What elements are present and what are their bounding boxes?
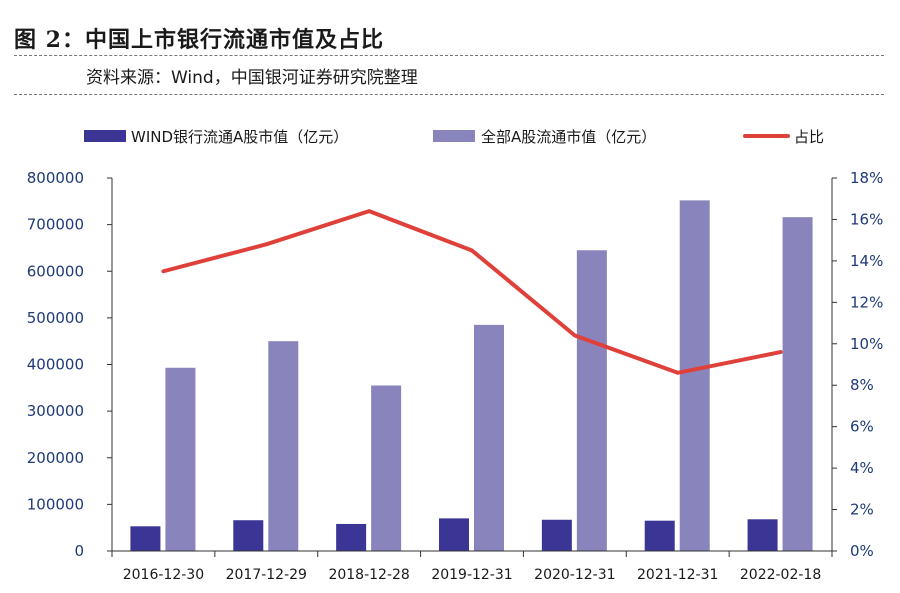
left-tick-label: 500000 xyxy=(27,309,84,327)
total-a-share-market-cap-bar xyxy=(679,200,710,551)
bank-market-cap-bar xyxy=(233,520,264,551)
bank-market-cap-bar xyxy=(130,526,161,551)
total-a-share-market-cap-bar xyxy=(576,250,607,552)
x-tick-label: 2022-02-18 xyxy=(740,567,821,583)
total-a-share-market-cap-bar xyxy=(268,341,299,551)
bar-series xyxy=(130,200,813,552)
left-tick-label: 800000 xyxy=(27,169,84,187)
legend-label-total: 全部A股流通市值（亿元） xyxy=(481,128,656,146)
left-tick-label: 700000 xyxy=(27,216,84,234)
left-tick-label: 400000 xyxy=(27,356,84,374)
left-tick-label: 200000 xyxy=(27,449,84,467)
right-y-axis: 0% 2% 4% 6% 8% 10% 12% 14% 16% 18% xyxy=(831,169,883,560)
x-tick-label: 2018-12-28 xyxy=(328,567,409,583)
total-a-share-market-cap-bar xyxy=(782,217,813,552)
chart-legend: WIND银行流通A股市值（亿元） 全部A股流通市值（亿元） 占比 xyxy=(84,128,824,146)
legend-swatch-total xyxy=(433,130,475,142)
legend-label-ratio: 占比 xyxy=(794,128,824,146)
right-tick-label: 8% xyxy=(850,376,874,394)
right-tick-label: 16% xyxy=(850,210,883,228)
right-tick-label: 6% xyxy=(850,418,874,436)
right-tick-label: 12% xyxy=(850,293,883,311)
left-tick-label: 300000 xyxy=(27,402,84,420)
left-y-axis: 0 100000 200000 300000 400000 500000 600000 700… xyxy=(27,169,113,560)
total-a-share-market-cap-bar xyxy=(165,367,196,551)
bank-market-cap-bar xyxy=(439,518,469,551)
right-tick-label: 0% xyxy=(850,542,874,560)
right-tick-label: 14% xyxy=(850,252,883,270)
source-divider xyxy=(14,94,884,95)
legend-swatch-bank xyxy=(84,130,126,142)
ratio-line-series xyxy=(161,209,783,375)
x-tick-label: 2017-12-29 xyxy=(226,567,307,583)
total-a-share-market-cap-bar xyxy=(371,385,402,551)
x-tick-label: 2020-12-31 xyxy=(534,567,615,583)
title-divider xyxy=(14,55,884,56)
legend-label-bank: WIND银行流通A股市值（亿元） xyxy=(131,128,348,146)
bank-market-cap-bar xyxy=(644,520,675,551)
right-tick-label: 4% xyxy=(850,459,874,477)
bank-market-cap-bar xyxy=(747,519,778,551)
bank-market-cap-bar xyxy=(541,519,572,551)
x-tick-label: 2021-12-31 xyxy=(637,567,718,583)
total-a-share-market-cap-bar xyxy=(474,324,504,551)
x-tick-label: 2019-12-31 xyxy=(431,567,512,583)
right-tick-label: 18% xyxy=(850,169,883,187)
figure-title: 图 2：中国上市银行流通市值及占比 xyxy=(14,27,384,53)
right-tick-label: 2% xyxy=(850,501,874,519)
right-tick-label: 10% xyxy=(850,335,883,353)
bank-market-cap-bar xyxy=(336,523,367,551)
x-tick-label: 2016-12-30 xyxy=(123,567,204,583)
left-tick-label: 0 xyxy=(74,542,84,560)
figure-source: 资料来源：Wind，中国银河证券研究院整理 xyxy=(86,68,418,88)
left-tick-label: 600000 xyxy=(27,262,84,280)
left-tick-label: 100000 xyxy=(27,495,84,513)
x-axis: 2016-12-30 2017-12-29 2018-12-28 2019-12-31… xyxy=(111,550,833,583)
